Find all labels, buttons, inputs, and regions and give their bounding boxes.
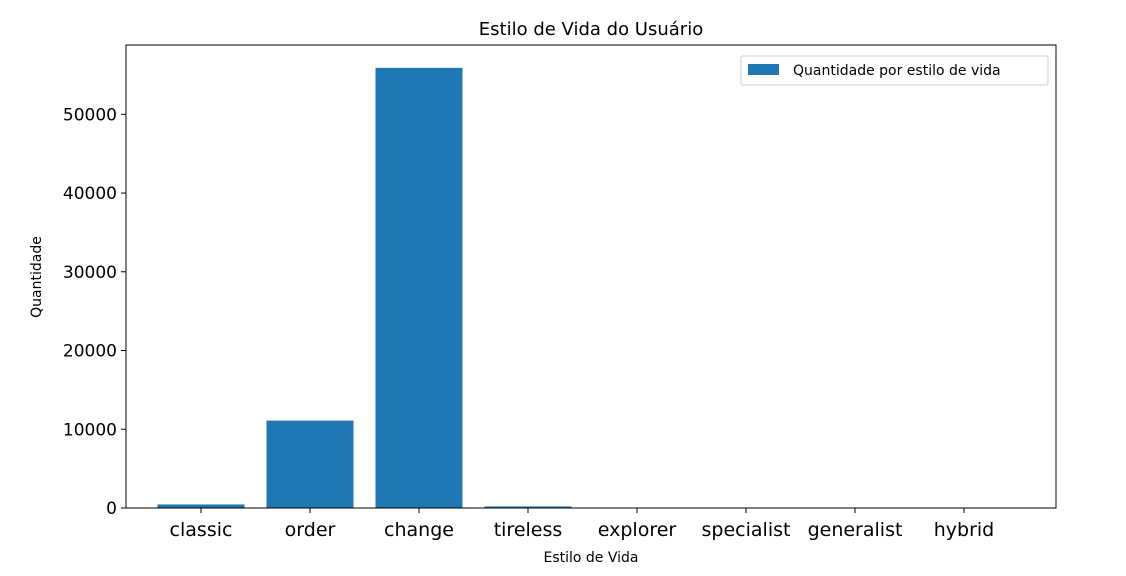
y-tick-label: 0 [106,499,117,519]
y-tick-label: 40000 [63,184,117,204]
x-ticks-group: classic order change tireless explorer specia… [170,508,995,541]
x-tick-label: hybrid [934,519,995,541]
bar-tireless [484,506,572,508]
y-ticks-group: 0 10000 20000 30000 40000 50000 [63,105,126,519]
legend-swatch [748,64,779,75]
legend-label: Quantidade por estilo de vida [793,63,1001,79]
x-axis-label: Estilo de Vida [544,550,639,566]
bar-change [375,67,463,509]
y-axis-label: Quantidade [29,236,45,318]
y-tick-label: 30000 [63,263,117,283]
chart-title: Estilo de Vida do Usuário [479,19,703,40]
x-tick-label: change [384,519,454,541]
legend: Quantidade por estilo de vida [740,55,1049,86]
y-tick-label: 10000 [63,420,117,440]
bars-group [157,67,1008,509]
x-tick-label: generalist [808,519,903,541]
x-tick-label: tireless [494,519,563,541]
y-tick-label: 20000 [63,342,117,362]
x-tick-label: classic [170,519,233,541]
bar-order [266,420,354,508]
y-tick-label: 50000 [63,105,117,125]
plot-frame [125,44,1057,509]
x-tick-label: order [285,519,336,541]
x-tick-label: explorer [598,519,677,541]
legend-box [740,55,1049,86]
bar-classic [157,504,245,508]
x-tick-label: specialist [702,519,791,541]
